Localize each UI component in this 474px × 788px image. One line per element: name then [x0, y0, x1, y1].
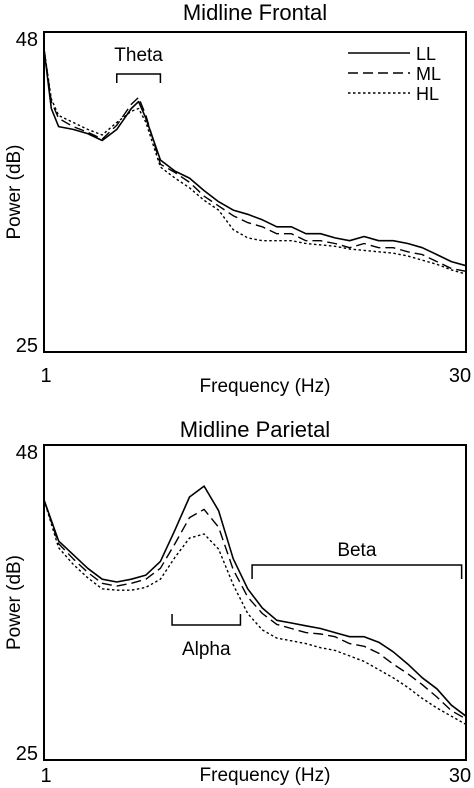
series-line-ml [43, 48, 467, 272]
y-tick-label: 25 [16, 335, 38, 357]
legend-label-ll: LL [416, 44, 436, 64]
legend-label-hl: HL [416, 84, 439, 104]
x-tick-label: 30 [449, 765, 471, 787]
plot-frame [43, 444, 467, 761]
plot-frame [43, 31, 467, 353]
x-axis-label: Frequency (Hz) [200, 765, 331, 786]
y-axis-label: Power (dB) [4, 144, 25, 239]
band-label-beta: Beta [337, 540, 377, 561]
y-tick-label: 25 [16, 743, 38, 765]
x-tick-label: 1 [40, 765, 51, 787]
legend-label-ml: ML [416, 64, 441, 84]
band-bracket-theta [116, 73, 162, 83]
x-axis-label: Frequency (Hz) [200, 376, 331, 397]
band-label-alpha: Alpha [182, 639, 231, 660]
series-line-ll [43, 48, 467, 267]
x-tick-label: 30 [449, 365, 471, 387]
chart-panel-frontal: Midline Frontal 48 251 30 Frequency (Hz) Powe… [4, 0, 471, 397]
series-line-hl [43, 48, 467, 275]
x-tick-label: 1 [40, 365, 51, 387]
y-tick-label: 48 [16, 442, 38, 464]
series-line-ml [43, 499, 467, 720]
chart-panel-parietal: Midline Parietal 48 251 30 Frequency (Hz) Pow… [4, 417, 471, 787]
chart-title: Midline Frontal [183, 0, 327, 25]
y-tick-label: 48 [16, 29, 38, 51]
series-line-hl [43, 499, 467, 726]
y-axis-label: Power (dB) [4, 555, 25, 650]
series-line-ll [43, 485, 467, 717]
band-bracket-beta [251, 564, 463, 579]
band-bracket-alpha [171, 614, 242, 626]
band-label-theta: Theta [114, 45, 163, 66]
chart-title: Midline Parietal [180, 417, 330, 442]
